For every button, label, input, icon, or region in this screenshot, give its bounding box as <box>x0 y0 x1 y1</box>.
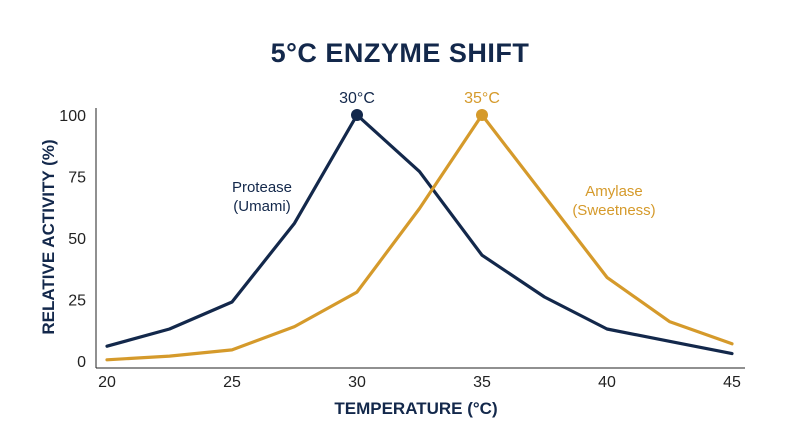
x-tick-label: 30 <box>348 374 366 391</box>
peak-marker <box>351 109 363 121</box>
x-tick-label: 40 <box>598 374 616 391</box>
x-tick-label: 20 <box>98 374 116 391</box>
chart-title: 5°C ENZYME SHIFT <box>271 38 530 68</box>
x-axis-title: TEMPERATURE (°C) <box>334 399 497 418</box>
y-axis-title: RELATIVE ACTIVITY (%) <box>39 139 58 334</box>
x-tick-label: 35 <box>473 374 491 391</box>
series-label: Amylase (Sweetness) <box>572 183 655 219</box>
axes: 20 25 30 35 40 45 0 25 50 75 100 <box>59 108 745 391</box>
y-tick-label: 25 <box>68 293 86 310</box>
x-tick-label: 45 <box>723 374 741 391</box>
peak-label: 35°C <box>464 90 500 107</box>
y-tick-label: 0 <box>77 354 86 371</box>
series-line-amylase <box>105 113 734 362</box>
y-tick-label: 100 <box>59 108 86 125</box>
x-tick-label: 25 <box>223 374 241 391</box>
y-tick-label: 50 <box>68 231 86 248</box>
peak-marker <box>476 109 488 121</box>
series-line-protease <box>105 113 734 356</box>
series-layer <box>105 109 734 362</box>
y-tick-label: 75 <box>68 170 86 187</box>
labels-layer: 30°C Protease (Umami) 35°C Amylase (Sweetness… <box>232 90 656 219</box>
series-label: Protease (Umami) <box>232 179 292 215</box>
peak-label: 30°C <box>339 90 375 107</box>
